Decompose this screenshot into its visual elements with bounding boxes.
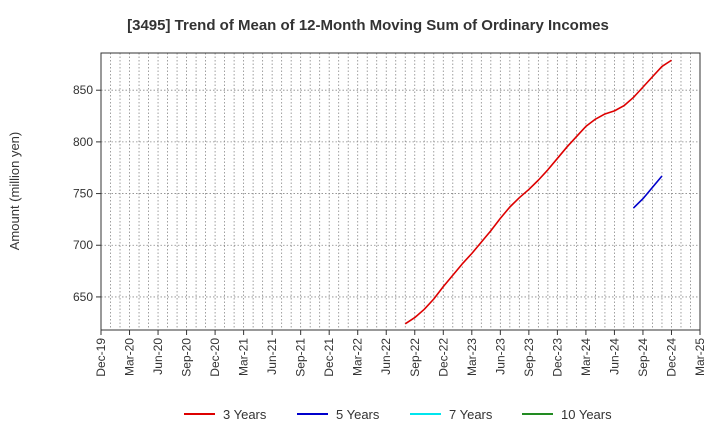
x-tick-label: Jun-24: [607, 338, 621, 375]
x-tick-label: Sep-21: [294, 338, 308, 377]
legend-label: 7 Years: [449, 407, 493, 422]
legend-label: 5 Years: [336, 407, 380, 422]
x-tick-label: Mar-21: [237, 338, 251, 376]
x-tick-label: Dec-24: [664, 338, 678, 377]
y-tick-labels: 650 700 750 800 850: [73, 83, 101, 304]
y-tick-label: 800: [73, 135, 93, 149]
y-tick-label: 650: [73, 290, 93, 304]
x-tick-label: Dec-21: [322, 338, 336, 377]
x-tick-label: Dec-23: [550, 338, 564, 377]
x-tick-label: Jun-23: [493, 338, 507, 375]
x-tick-label: Mar-23: [465, 338, 479, 376]
x-tick-label: Jun-21: [265, 338, 279, 375]
y-axis-label: Amount (million yen): [7, 132, 22, 251]
series-layer: [404, 59, 672, 325]
grid: [101, 53, 700, 330]
x-tick-label: Jun-20: [151, 338, 165, 375]
series-line-3-years: [404, 59, 672, 325]
chart-title: [3495] Trend of Mean of 12-Month Moving …: [127, 17, 609, 34]
x-tick-label: Dec-22: [436, 338, 450, 377]
x-tick-labels: Dec-19 Mar-20 Jun-20 Sep-20 Dec-20 Mar-21 Jun-…: [94, 330, 707, 377]
x-tick-label: Mar-24: [579, 338, 593, 376]
x-tick-label: Sep-20: [180, 338, 194, 377]
legend: 3 Years 5 Years 7 Years 10 Years: [184, 407, 612, 422]
x-tick-label: Dec-20: [208, 338, 222, 377]
x-tick-label: Mar-22: [351, 338, 365, 376]
x-tick-label: Mar-25: [693, 338, 707, 376]
x-tick-label: Sep-22: [408, 338, 422, 377]
x-tick-label: Sep-24: [636, 338, 650, 377]
series-line-5-years: [632, 175, 663, 209]
plot-frame: [100, 52, 701, 331]
legend-label: 3 Years: [223, 407, 267, 422]
legend-label: 10 Years: [561, 407, 612, 422]
x-tick-label: Dec-19: [94, 338, 108, 377]
x-tick-label: Mar-20: [123, 338, 137, 376]
x-tick-label: Jun-22: [379, 338, 393, 375]
y-tick-label: 850: [73, 83, 93, 97]
y-tick-label: 750: [73, 187, 93, 201]
y-tick-label: 700: [73, 238, 93, 252]
x-tick-label: Sep-23: [522, 338, 536, 377]
